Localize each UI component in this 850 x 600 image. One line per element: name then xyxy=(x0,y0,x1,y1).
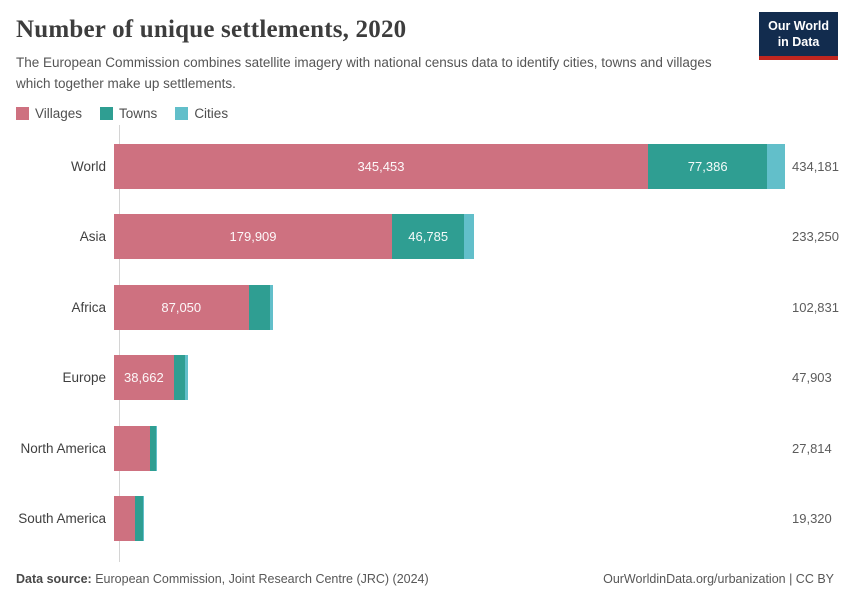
chart-row-world: World 345,453 77,386 434,181 xyxy=(16,131,839,202)
legend-swatch-cities xyxy=(175,106,189,120)
header-titles: Number of unique settlements, 2020 The E… xyxy=(16,14,716,94)
owid-logo-stripe xyxy=(759,56,838,61)
bar-track xyxy=(114,425,785,471)
stacked-bar-chart: World 345,453 77,386 434,181 Asia 179,909 46,7… xyxy=(16,124,839,562)
bar-segment-villages[interactable]: 345,453 xyxy=(114,143,648,189)
legend-swatch-villages xyxy=(16,106,29,120)
bar-segment-villages[interactable]: 38,662 xyxy=(114,355,174,400)
chart-row-south-america: South America 19,320 xyxy=(16,483,834,554)
total-value-label: 27,814 xyxy=(792,440,832,456)
row-label: Europe xyxy=(62,370,106,385)
segment-value-label: 179,909 xyxy=(229,229,277,244)
data-source-label: Data source: xyxy=(16,572,92,586)
chart-row-asia: Asia 179,909 46,785 233,250 xyxy=(16,201,839,272)
page-title: Number of unique settlements, 2020 xyxy=(16,16,407,43)
row-label: North America xyxy=(20,440,106,456)
legend-label: Cities xyxy=(194,105,229,121)
legend-label: Towns xyxy=(119,105,158,121)
chart-row-africa: Africa 87,050 102,831 xyxy=(16,272,839,343)
row-label: Africa xyxy=(71,299,106,315)
total-value-label: 19,320 xyxy=(792,511,832,526)
owid-logo-line1: Our World xyxy=(768,19,829,33)
legend-item-villages[interactable]: Villages xyxy=(16,106,82,121)
bar-segment-cities[interactable] xyxy=(142,496,144,541)
bar-segment-towns[interactable]: 46,785 xyxy=(392,214,465,259)
bar-segment-towns[interactable]: 77,386 xyxy=(647,143,768,189)
legend-item-cities[interactable]: Cities xyxy=(175,106,228,121)
bar-segment-towns[interactable] xyxy=(150,425,156,471)
bar-segment-cities[interactable] xyxy=(767,143,785,189)
bar-track xyxy=(114,496,785,541)
data-source-note: Data source: European Commission, Joint … xyxy=(16,572,429,586)
segment-value-label: 345,453 xyxy=(357,158,405,174)
row-label: South America xyxy=(18,511,106,526)
chart-subtitle: The European Commission combines satelli… xyxy=(16,55,712,91)
bar-segment-towns[interactable] xyxy=(248,284,270,330)
bar-segment-villages[interactable]: 179,909 xyxy=(114,214,393,259)
bar-segment-villages[interactable]: 87,050 xyxy=(114,284,249,330)
bar-track: 179,909 46,785 xyxy=(114,214,785,259)
bar-segment-towns[interactable] xyxy=(135,496,143,541)
bar-segment-villages[interactable] xyxy=(114,496,136,541)
row-label: Asia xyxy=(79,229,106,244)
bar-track: 345,453 77,386 xyxy=(114,143,785,189)
header: Number of unique settlements, 2020 The E… xyxy=(16,12,838,94)
bar-segment-cities[interactable] xyxy=(269,284,273,330)
segment-value-label: 77,386 xyxy=(687,158,728,174)
bar-segment-cities[interactable] xyxy=(464,214,475,259)
segment-value-label: 87,050 xyxy=(161,299,202,315)
bar-track: 38,662 xyxy=(114,355,785,400)
legend-swatch-towns xyxy=(100,106,114,120)
total-value-label: 102,831 xyxy=(792,299,839,315)
y-axis-line xyxy=(119,124,120,562)
owid-url-link[interactable]: OurWorldinData.org/urbanization | CC BY xyxy=(603,572,834,586)
bar-segment-villages[interactable] xyxy=(114,425,150,471)
chart-legend: Villages Towns Cities xyxy=(16,106,834,121)
row-label: World xyxy=(70,158,106,174)
bar-segment-cities[interactable] xyxy=(155,425,157,471)
owid-logo-line2: in Data xyxy=(777,34,820,49)
bar-track: 87,050 xyxy=(114,284,785,330)
chart-row-europe: Europe 38,662 47,903 xyxy=(16,342,834,413)
segment-value-label: 46,785 xyxy=(408,229,449,244)
legend-item-towns[interactable]: Towns xyxy=(100,106,157,121)
bar-segment-towns[interactable] xyxy=(173,355,186,400)
chart-footer: Data source: European Commission, Joint … xyxy=(16,572,834,586)
total-value-label: 233,250 xyxy=(792,229,839,244)
bar-segment-cities[interactable] xyxy=(185,355,188,400)
data-source-text: European Commission, Joint Research Cent… xyxy=(91,572,429,586)
segment-value-label: 38,662 xyxy=(123,370,164,385)
total-value-label: 434,181 xyxy=(792,158,839,174)
total-value-label: 47,903 xyxy=(792,370,832,385)
legend-label: Villages xyxy=(35,105,83,121)
chart-row-north-america: North America 27,814 xyxy=(16,413,834,484)
owid-logo: Our World in Data xyxy=(759,12,838,61)
